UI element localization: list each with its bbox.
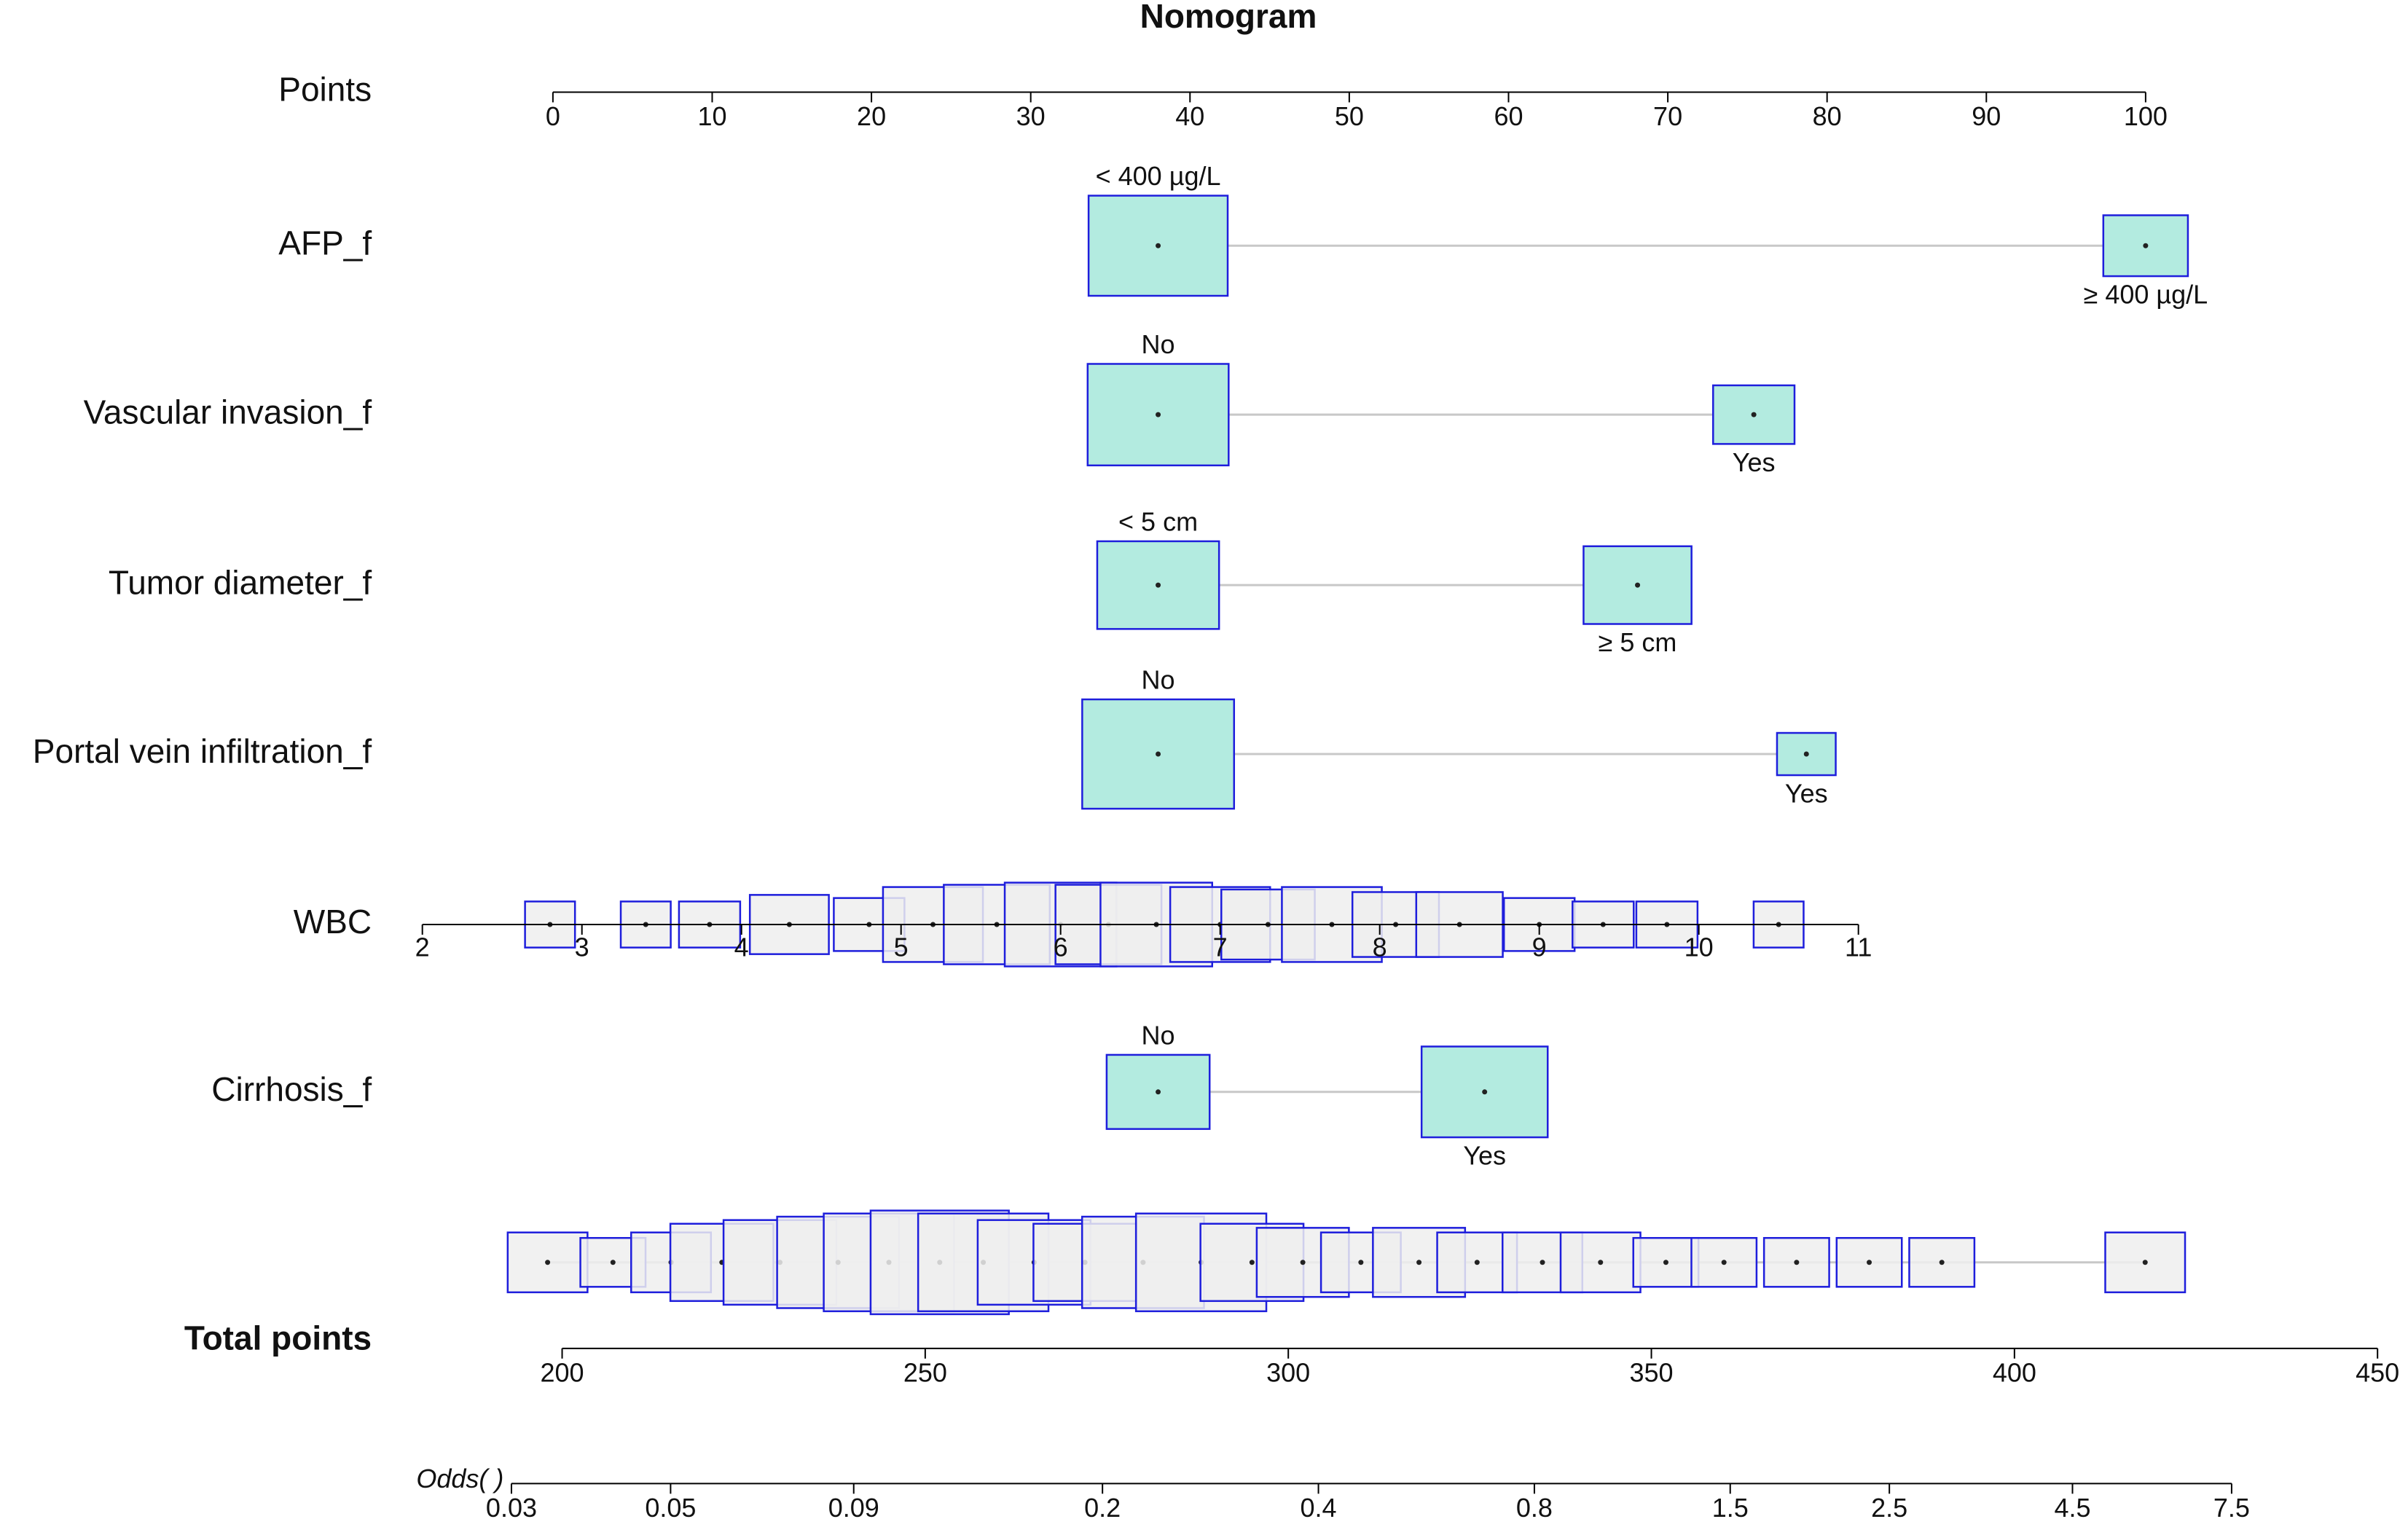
tick-label: 1.5 [1712,1493,1749,1523]
category-dot [2143,243,2149,248]
tick-label: 30 [1016,101,1046,131]
tick-label: 250 [903,1357,947,1387]
tick-label: 450 [2356,1357,2399,1387]
category-dot [1635,582,1641,588]
distribution-dot [1939,1260,1945,1265]
tick-label: 50 [1335,101,1364,131]
chart-title: Nomogram [1140,0,1317,35]
category-label: Yes [1785,779,1828,809]
distribution-dot [1358,1260,1364,1265]
tick-label: 0.03 [486,1493,537,1523]
row-label: Cirrhosis_f [211,1070,372,1108]
distribution-box [1835,1236,1903,1288]
category-dot [1482,1089,1488,1095]
distribution-dot [1794,1260,1800,1265]
tick-label: 350 [1629,1357,1673,1387]
distribution-dot [610,1260,616,1265]
category-label: < 5 cm [1118,506,1198,536]
tick-label: 400 [1993,1357,2036,1387]
row-label: Portal vein infiltration_f [33,732,372,770]
category-label: No [1142,665,1175,695]
tick-label: 8 [1373,933,1387,962]
tick-label: 11 [1845,933,1872,962]
tick-label: 9 [1532,933,1547,962]
category-dot [1751,412,1757,417]
tick-label: 0.4 [1301,1493,1337,1523]
tick-label: 10 [697,101,726,131]
distribution-dot [1416,1260,1422,1265]
category-label: No [1142,1020,1175,1050]
tick-label: 200 [540,1357,584,1387]
row-label: AFP_f [278,224,372,262]
category-dot [1156,412,1161,417]
tick-label: 7 [1213,933,1228,962]
distribution-dot [1474,1260,1480,1265]
tick-label: 60 [1494,101,1523,131]
distribution-dot [1867,1260,1872,1265]
tick-label: 3 [575,933,589,962]
category-dot [1156,1089,1161,1095]
category-dot [1803,751,1809,757]
row-label: Total points [184,1319,372,1357]
category-dot [1156,243,1161,248]
category-dot [1156,582,1161,588]
tick-label: 4.5 [2054,1493,2090,1523]
tick-label: 2.5 [1871,1493,1907,1523]
tick-label: 10 [1685,933,1714,962]
category-label: < 400 µg/L [1096,161,1221,191]
distribution-dot [1300,1260,1306,1265]
category-label: Yes [1463,1141,1506,1171]
category-label: ≥ 400 µg/L [2084,280,2208,310]
tick-label: 4 [734,933,749,962]
tick-label: 0 [546,101,560,131]
distribution-dot [2142,1260,2148,1265]
row-label: Tumor diameter_f [109,563,372,601]
row-label: WBC [294,903,372,941]
tick-label: 6 [1054,933,1068,962]
tick-label: 100 [2124,101,2168,131]
tick-label: 7.5 [2213,1493,2250,1523]
tick-label: 300 [1266,1357,1310,1387]
tick-label: 0.09 [828,1493,879,1523]
tick-label: 90 [1972,101,2001,131]
category-dot [1156,751,1161,757]
category-label: ≥ 5 cm [1599,627,1677,657]
distribution-dot [1663,1260,1668,1265]
tick-label: 2 [415,933,430,962]
tick-label: 80 [1813,101,1842,131]
category-label: No [1142,329,1175,359]
distribution-dot [1540,1260,1545,1265]
distribution-dot [545,1260,551,1265]
row-label: Vascular invasion_f [84,393,372,431]
distribution-dot [1598,1260,1604,1265]
tick-label: 5 [894,933,909,962]
tick-label: 0.2 [1084,1493,1121,1523]
distribution-dot [1249,1260,1255,1265]
odds-label: Odds( ) [416,1464,503,1493]
category-label: Yes [1733,447,1776,477]
tick-label: 20 [857,101,886,131]
tick-label: 0.8 [1516,1493,1553,1523]
tick-label: 70 [1653,101,1682,131]
tick-label: 40 [1175,101,1204,131]
distribution-dot [1721,1260,1727,1265]
row-label: Points [278,71,372,109]
tick-label: 0.05 [645,1493,696,1523]
